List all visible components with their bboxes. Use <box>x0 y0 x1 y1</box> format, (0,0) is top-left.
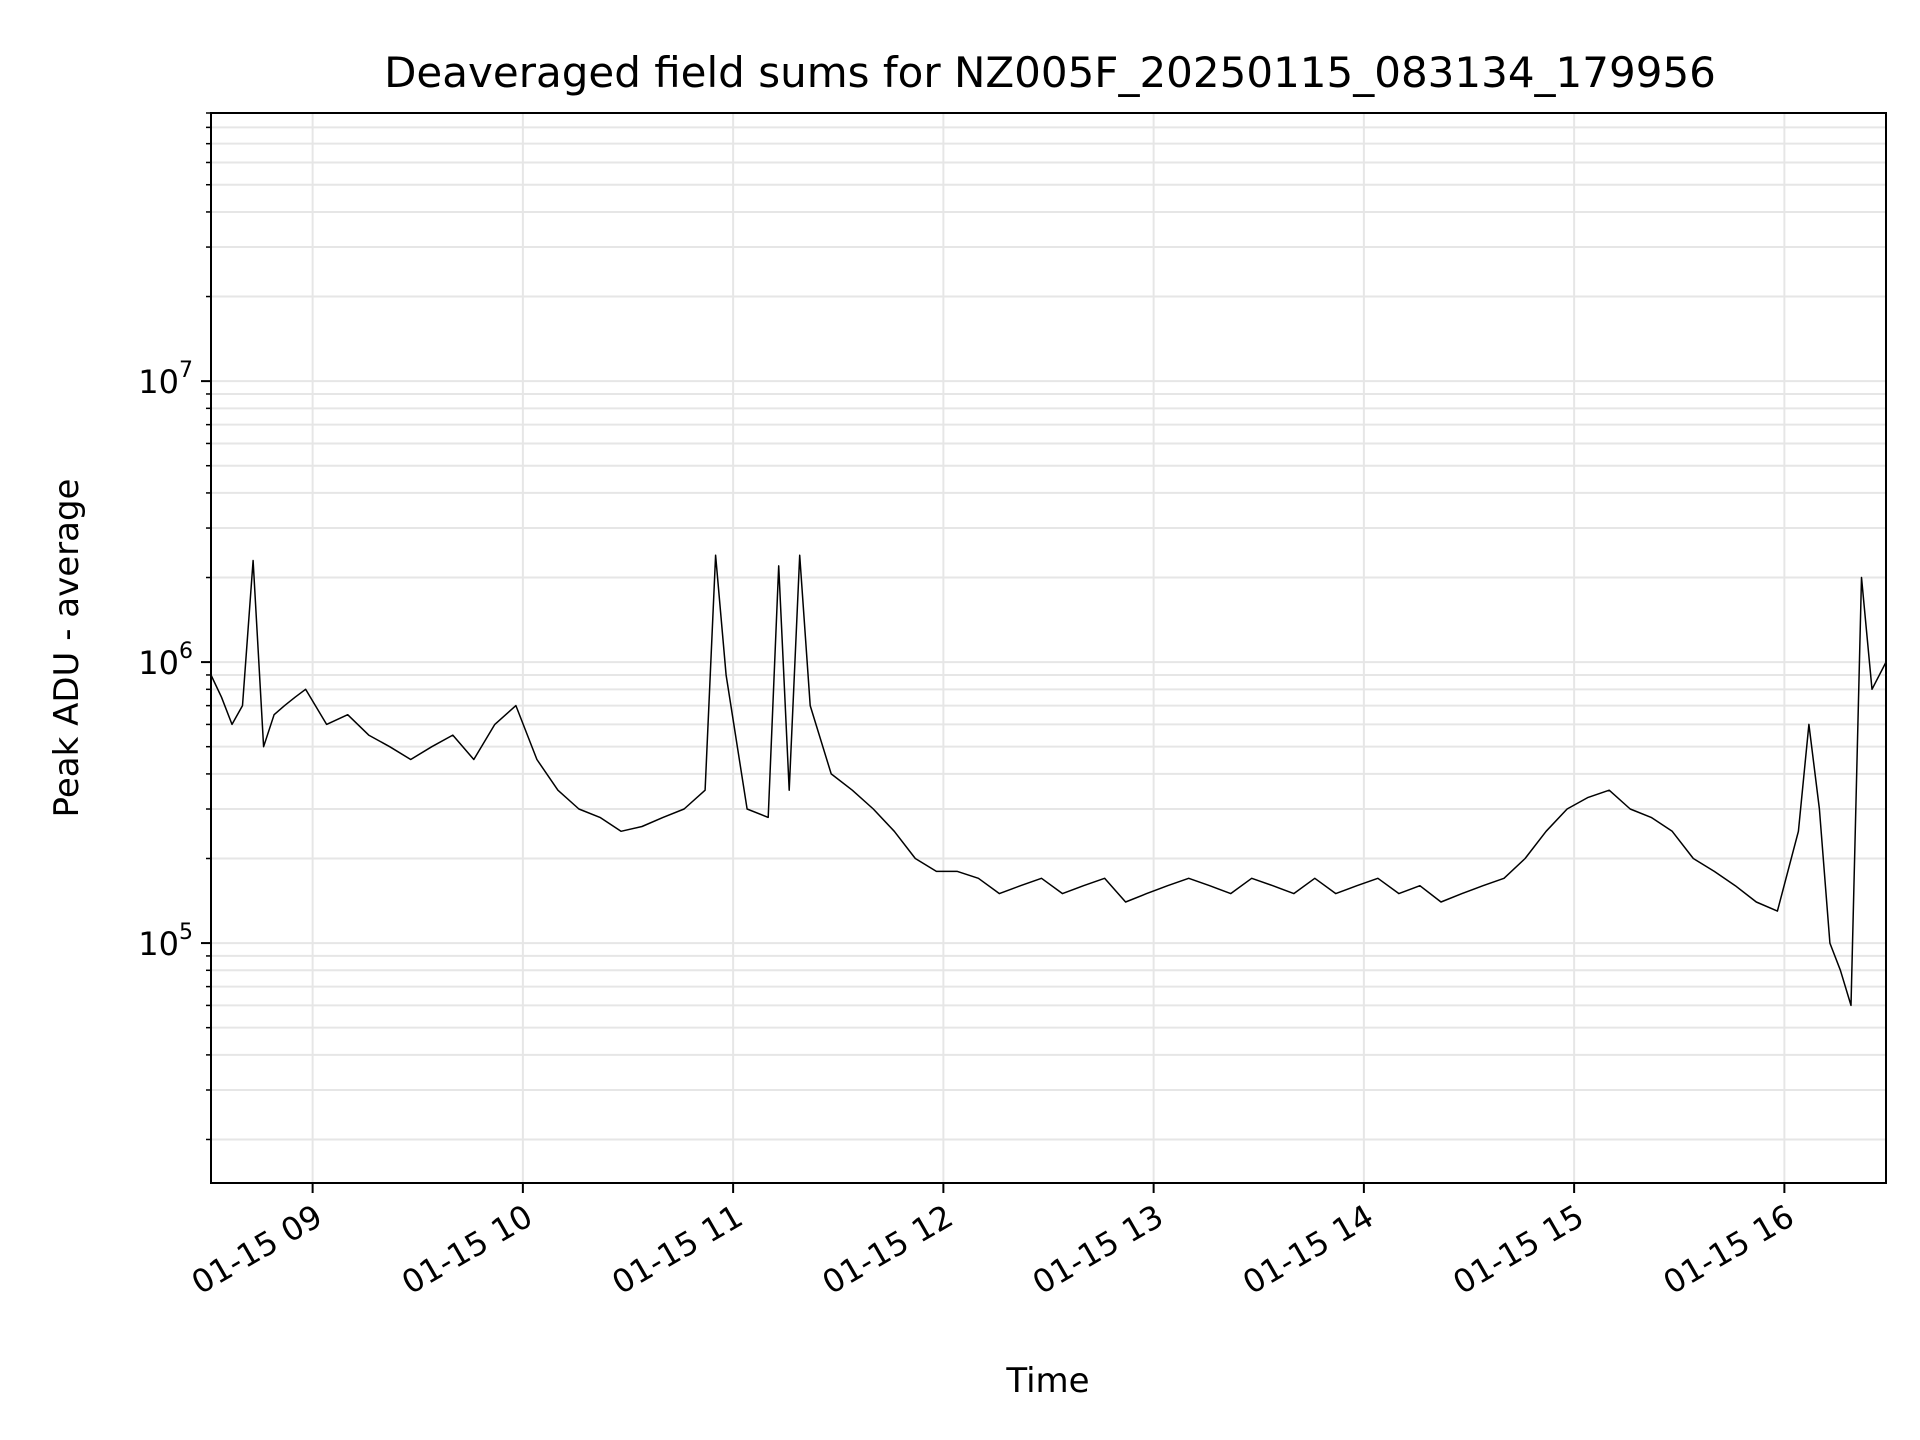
plot-frame <box>210 112 1887 1184</box>
x-axis-label: Time <box>1005 1361 1089 1401</box>
y-axis-label: Peak ADU - average <box>47 479 87 818</box>
data-layer <box>210 554 1887 1007</box>
series-line <box>210 554 1887 1007</box>
chart-title: Deaveraged field sums for NZ005F_2025011… <box>384 48 1716 97</box>
